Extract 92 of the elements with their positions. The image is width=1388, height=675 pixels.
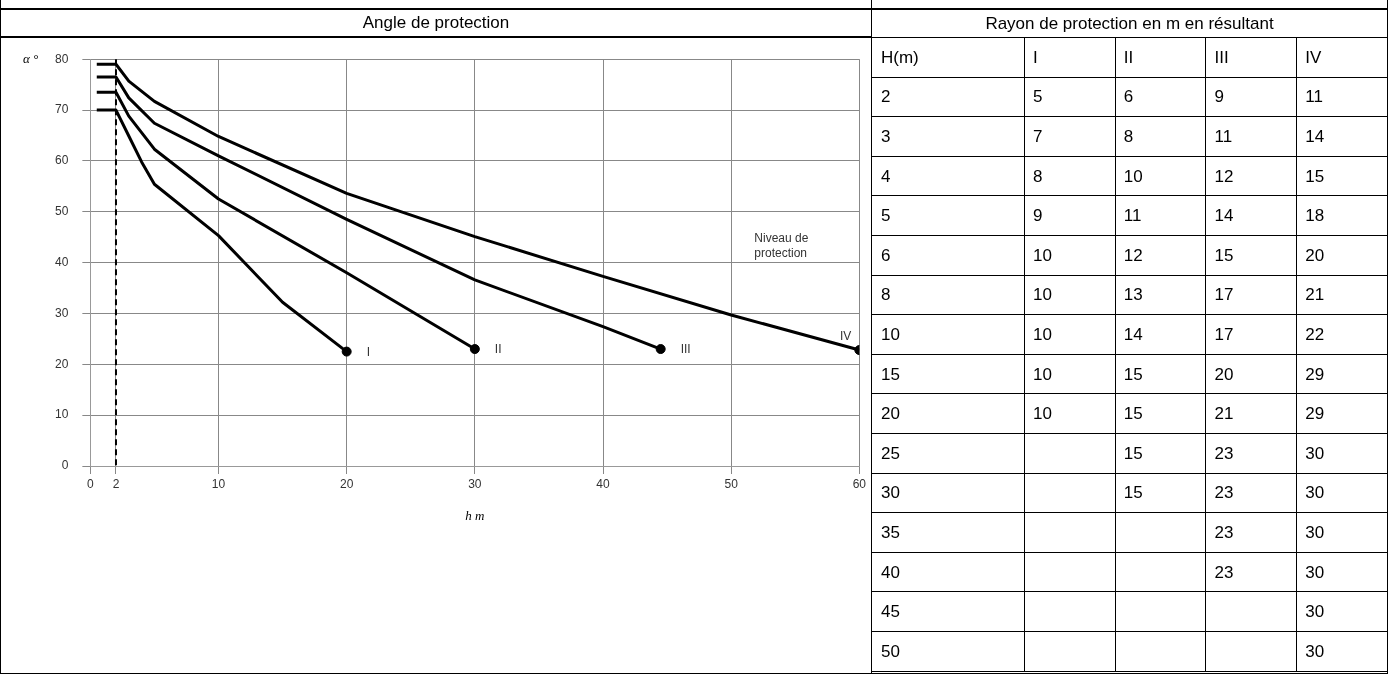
y-tick-label: 35 [880,521,901,544]
data-label: 11 [1304,86,1324,109]
data-label: 17 [1213,323,1235,346]
data-label: 11 [1122,205,1143,228]
data-label: 20 [1213,363,1235,386]
x-tick-label: 2 [112,476,120,491]
data-label: 12 [1122,244,1144,267]
data-label: 15 [1122,403,1144,426]
data-label: 10 [1122,165,1144,188]
data-label: 30 [1304,640,1326,663]
y-tick-label: 10 [54,407,69,422]
series-label: I [366,344,371,359]
data-label: 7 [1032,126,1044,148]
data-label: 10 [1032,363,1053,386]
data-label: 18 [1304,205,1326,228]
data-label: 15 [1122,482,1144,505]
data-label: 30 [1304,521,1326,544]
x-axis-title: h m [465,507,485,523]
y-axis-title: α ° [23,51,39,67]
data-label: 23 [1213,482,1235,505]
chart-title: Rayon de protection en m en résultant [872,8,1387,38]
data-label: 8 [1122,126,1135,148]
data-label: 15 [1213,244,1235,267]
data-label: 15 [1122,363,1144,386]
y-tick-label: 10 [880,323,901,346]
y-tick-label: 0 [61,458,69,473]
y-tick-label: 15 [880,363,901,386]
y-tick-label: 20 [880,403,901,426]
x-tick-label: 0 [87,476,94,491]
x-tick-label: 60 [852,476,867,491]
data-label: 5 [1032,86,1044,109]
data-label: 14 [1213,205,1235,228]
data-label: 29 [1304,363,1326,386]
y-tick-label: 70 [54,102,69,117]
series-label: III [680,342,691,357]
y-tick-label: 8 [880,284,892,307]
y-tick-label: 60 [54,153,69,168]
series-label: II [494,342,502,357]
data-label: 13 [1122,284,1144,307]
data-label: 23 [1213,521,1235,544]
x-tick-label: II [1122,46,1135,69]
y-tick-label: 40 [880,561,901,584]
x-tick-label: 40 [596,476,610,491]
x-tick-label: I [1032,46,1039,69]
data-label: 29 [1304,403,1326,426]
data-label: 21 [1304,284,1326,307]
x-tick-label: 50 [724,476,739,491]
y-tick-label: 45 [880,601,901,624]
data-label: 30 [1304,601,1326,624]
data-label: 10 [1032,244,1053,267]
x-tick-label: IV [1304,46,1323,69]
y-tick-label: 30 [54,305,69,320]
data-label: 17 [1213,284,1235,307]
x-tick-label: III [1213,46,1230,69]
data-label: 11 [1213,126,1234,148]
y-tick-label: 4 [880,165,892,188]
data-label: 10 [1032,284,1053,307]
data-label: 30 [1304,442,1326,465]
data-label: 30 [1304,561,1326,584]
y-tick-label: 80 [54,51,69,66]
data-label: 23 [1213,442,1235,465]
data-label: 9 [1032,205,1044,228]
y-tick-label: 20 [54,356,69,371]
data-label: 12 [1213,165,1235,188]
x-tick-label: 20 [339,476,354,491]
y-tick-label: 50 [880,640,901,663]
x-tick-label: 10 [211,476,226,491]
y-tick-label: 3 [880,126,892,148]
data-label: 14 [1122,323,1144,346]
data-label: 20 [1304,244,1326,267]
data-label: 15 [1122,442,1144,465]
data-label: 23 [1213,561,1235,584]
y-tick-label: 2 [880,86,892,109]
data-label: 22 [1304,323,1326,346]
data-label: 10 [1032,403,1053,426]
data-label: 9 [1213,86,1225,109]
annotation: Niveau de protection [754,231,809,261]
y-tick-label: 40 [54,254,69,269]
x-tick-label: 30 [468,476,482,491]
y-tick-label: 5 [880,205,892,228]
y-axis-title: H(m) [880,46,920,69]
series-label: IV [839,329,852,344]
data-label: 15 [1304,165,1326,188]
data-label: 6 [1122,86,1135,109]
data-label: 14 [1304,126,1326,148]
data-label: 21 [1213,403,1235,426]
data-label: 8 [1032,165,1044,188]
y-tick-label: 25 [880,442,901,465]
chart-title: Angle de protection [1,8,871,38]
y-tick-label: 6 [880,244,892,267]
data-label: 10 [1032,323,1053,346]
y-tick-label: 50 [54,204,69,219]
